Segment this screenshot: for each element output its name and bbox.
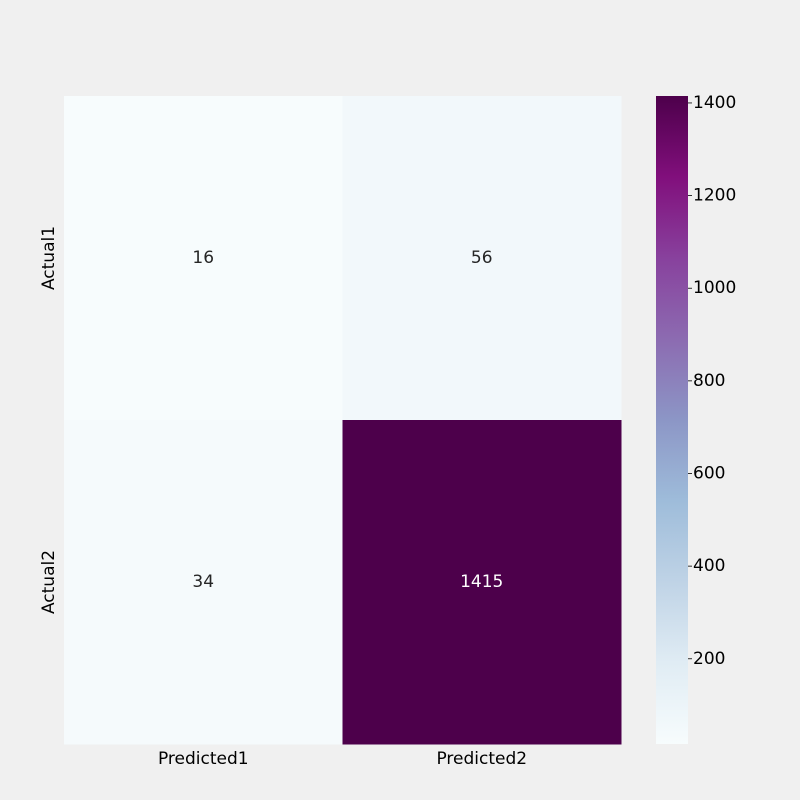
y-tick-label: Actual1 — [39, 226, 59, 290]
heatmap-cell — [342, 420, 622, 745]
colorbar-tick-label: 1400 — [693, 93, 736, 113]
cell-value-label: 1415 — [460, 572, 503, 592]
colorbar-tick-label: 200 — [693, 649, 725, 669]
colorbar-tick-label: 1000 — [693, 278, 736, 298]
y-tick-labels: Actual1 Actual2 — [39, 226, 59, 614]
colorbar-tick-label: 800 — [693, 371, 725, 391]
heatmap-cell — [64, 420, 343, 745]
x-tick-label: Predicted1 — [158, 749, 249, 769]
y-tick-label: Actual2 — [39, 550, 59, 614]
cell-value-label: 34 — [192, 572, 214, 592]
colorbar-tick-label: 400 — [693, 556, 725, 576]
cell-value-label: 16 — [192, 248, 214, 268]
heatmap-cell — [64, 96, 343, 421]
colorbar-tick-label: 1200 — [693, 186, 736, 206]
heatmap-cells — [64, 96, 622, 745]
heatmap-cell-labels: 16 56 34 1415 — [192, 248, 503, 592]
cell-value-label: 56 — [471, 248, 493, 268]
colorbar — [656, 96, 688, 744]
colorbar-tick-labels: 200 400 600 800 1000 1200 1400 — [688, 93, 736, 669]
colorbar-tick-label: 600 — [693, 463, 725, 483]
heatmap-cell — [342, 96, 622, 421]
x-tick-label: Predicted2 — [436, 749, 527, 769]
x-tick-labels: Predicted1 Predicted2 — [158, 749, 527, 769]
colorbar-gradient — [656, 96, 688, 744]
